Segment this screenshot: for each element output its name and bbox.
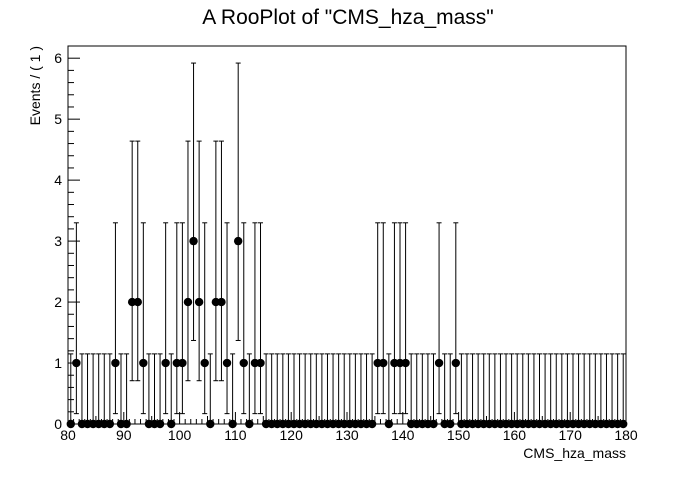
y-tick-label: 1 xyxy=(54,355,62,371)
x-tick-label: 170 xyxy=(559,427,583,443)
tick-labels: 80 90 100 110 120 130 140 150 160 170 180 0 1 2 3 4 5 6 xyxy=(54,50,638,443)
x-tick-label: 130 xyxy=(335,427,359,443)
data-point xyxy=(72,358,81,368)
data-point xyxy=(239,358,248,368)
data-point xyxy=(245,419,254,429)
data-point xyxy=(200,358,209,368)
data-point xyxy=(167,419,176,429)
data-point xyxy=(183,297,193,307)
x-tick-label: 140 xyxy=(391,427,415,443)
data-point xyxy=(429,419,438,429)
y-tick-label: 3 xyxy=(54,233,62,249)
data-point xyxy=(161,358,170,368)
data-point xyxy=(111,358,120,368)
data-point xyxy=(194,297,204,307)
x-tick-label: 110 xyxy=(224,427,247,443)
data-point xyxy=(228,419,237,429)
y-tick-label: 0 xyxy=(54,416,62,432)
x-tick-label: 90 xyxy=(116,427,132,443)
plot-area-border xyxy=(67,45,627,425)
data-point xyxy=(133,297,142,307)
axis-ticks xyxy=(67,45,627,425)
data-point xyxy=(384,419,394,429)
data-points xyxy=(66,236,628,429)
data-point xyxy=(139,358,148,368)
data-point xyxy=(233,236,243,246)
data-point xyxy=(379,358,388,368)
data-point xyxy=(189,236,198,246)
y-tick-label: 4 xyxy=(54,172,62,188)
x-tick-label: 160 xyxy=(503,427,527,443)
data-point xyxy=(222,358,232,368)
x-tick-label: 80 xyxy=(60,427,76,443)
data-point xyxy=(451,358,461,368)
data-point xyxy=(217,297,226,307)
data-point xyxy=(122,419,131,429)
error-bars xyxy=(68,62,626,425)
data-point xyxy=(446,419,455,429)
x-axis-label: CMS_hza_mass xyxy=(523,445,626,461)
x-tick-label: 120 xyxy=(280,427,304,443)
x-tick-label: 180 xyxy=(614,427,638,443)
data-point xyxy=(256,358,265,368)
data-point xyxy=(178,358,187,368)
y-tick-label: 2 xyxy=(54,294,62,310)
plot-frame xyxy=(67,45,627,425)
data-point xyxy=(367,419,377,429)
data-point xyxy=(206,419,215,429)
data-point xyxy=(434,358,444,368)
x-tick-label: 100 xyxy=(168,427,192,443)
y-axis-label: Events / ( 1 ) xyxy=(27,46,43,125)
data-point xyxy=(105,419,115,429)
chart-title: A RooPlot of "CMS_hza_mass" xyxy=(202,6,494,29)
data-point xyxy=(619,419,628,429)
y-tick-label: 6 xyxy=(54,50,62,66)
data-point xyxy=(66,419,75,429)
data-point xyxy=(401,358,410,368)
y-tick-label: 5 xyxy=(54,111,62,127)
data-point xyxy=(155,419,165,429)
x-tick-label: 150 xyxy=(447,427,471,443)
